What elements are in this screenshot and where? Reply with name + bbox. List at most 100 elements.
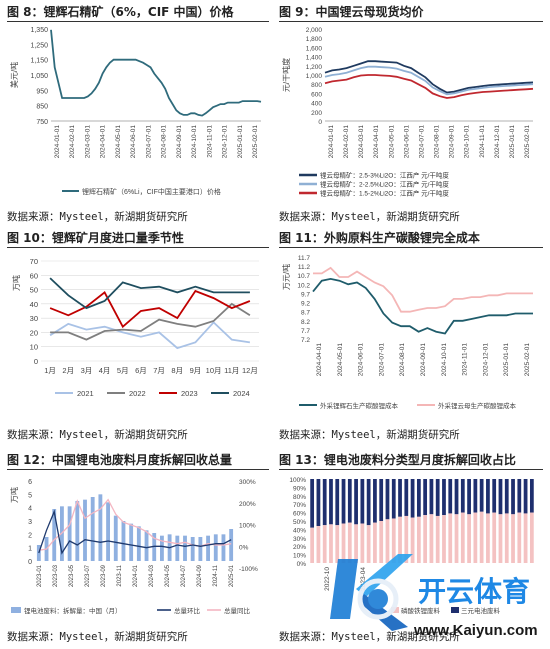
- fig12-xtick: 2024-11: [213, 564, 219, 586]
- fig12-y2tick: 200%: [239, 501, 256, 508]
- fig8-ytick: 1,150: [30, 58, 48, 65]
- fig11-series-line: [312, 277, 533, 335]
- fig9-ytick: 600: [311, 91, 322, 98]
- fig13-bar-bottom: [335, 525, 340, 563]
- fig13-ytick: 0%: [297, 561, 307, 568]
- fig13-bar-bottom: [341, 523, 346, 563]
- fig13-bar-top: [416, 479, 421, 517]
- fig8-ylabel: 美元/吨: [9, 62, 19, 88]
- fig11-xtick: 2025-02-01: [524, 343, 531, 377]
- fig8-ytick: 950: [36, 88, 48, 95]
- fig9-ytick: 1,200: [306, 64, 323, 71]
- fig13-xtick: 2022-10: [324, 567, 331, 591]
- fig12-bar: [183, 535, 187, 561]
- fig11-xtick: 2024-05-01: [337, 343, 344, 377]
- fig10-source: 数据来源：Mysteel，新湖期货研究所: [7, 429, 188, 441]
- fig12-xtick: 2025-01: [229, 564, 235, 587]
- fig12-legend-label: 总量同比: [224, 606, 251, 615]
- fig13-bar-top: [329, 479, 333, 525]
- fig12-bar: [67, 506, 72, 561]
- fig10-series-line: [49, 289, 251, 329]
- fig9-legend-label: 锂云母精矿：2-2.5%Li2O：江西产 元/干吨度: [320, 180, 449, 189]
- fig13-rule: [279, 469, 543, 470]
- fig13-bar-top: [473, 479, 478, 513]
- fig9-chart: 0 200 400 600 800 1,000 1,200 1,400 1,600 1,800 2,…: [281, 27, 534, 198]
- fig10-xtick: 7月: [153, 366, 165, 375]
- fig9-xtick: 2024-03-01: [358, 125, 365, 159]
- fig9-ytick: 200: [311, 110, 322, 117]
- fig12-ytick: 3: [28, 519, 32, 526]
- fig10-xtick: 4月: [99, 366, 111, 375]
- fig9-xtick: 2024-10-01: [464, 125, 471, 159]
- fig11-xtick: 2024-06-01: [358, 343, 365, 377]
- fig13-ytick: 20%: [293, 544, 306, 551]
- fig8-xtick: 2024-10-01: [191, 125, 198, 159]
- watermark-url: www.Kaiyun.com: [413, 622, 538, 639]
- fig13-bar-bottom: [404, 515, 409, 563]
- fig12-bar: [160, 535, 164, 561]
- fig9-series-line: [324, 65, 534, 96]
- fig10-series-line: [49, 277, 250, 310]
- fig12-ytick: 1: [28, 546, 32, 553]
- fig12-bar: [175, 535, 180, 561]
- fig13-bar-top: [467, 479, 471, 515]
- fig8-xtick: 2024-01-01: [54, 125, 61, 159]
- fig13-legend-label: 磷酸铁锂废料: [401, 606, 441, 615]
- fig11-ytick: 9.2: [301, 301, 310, 308]
- fig10-xtick: 3月: [81, 366, 93, 375]
- fig13-bar-bottom: [398, 516, 402, 563]
- fig10-rule: [7, 247, 269, 248]
- fig9-xtick: 2024-07-01: [418, 125, 425, 159]
- fig12-bar: [229, 529, 234, 561]
- fig13-bar-top: [310, 479, 315, 528]
- fig13-bar-top: [492, 479, 497, 513]
- fig13-bar-top: [517, 479, 522, 513]
- fig11-ytick: 8.2: [301, 319, 310, 326]
- fig13-bar-bottom: [379, 521, 384, 563]
- fig13-bar-top: [385, 479, 390, 520]
- fig9-xtick: 2024-04-01: [373, 125, 380, 159]
- fig12-y2tick: -100%: [239, 566, 258, 573]
- fig10-ytick: 20: [30, 328, 38, 337]
- fig9-ylabel: 元/干吨度: [281, 58, 291, 92]
- fig11-legend-label: 外采锂云母生产碳酸锂成本: [438, 401, 517, 410]
- fig13-bar-top: [316, 479, 321, 527]
- fig8-source: 数据来源：Mysteel，新湖期货研究所: [7, 211, 188, 223]
- fig13-ytick: 30%: [293, 536, 306, 543]
- panel-fig9: 图 9：中国锂云母现货均价 0 200 400 600 800 1,000 1,200 1,4…: [279, 3, 543, 225]
- fig9-ytick: 0: [318, 119, 322, 126]
- fig13-bar-bottom: [373, 522, 377, 563]
- fig12-ytick: 4: [28, 506, 32, 513]
- fig12-bar: [198, 537, 203, 561]
- fig10-ytick: 70: [30, 257, 38, 266]
- fig13-ytick: 50%: [293, 519, 306, 526]
- watermark-k-mark: [330, 554, 413, 631]
- fig9-ytick: 800: [311, 82, 322, 89]
- fig12-xtick: 2023-01: [37, 564, 43, 587]
- panel-fig11: 图 11：外购原料生产碳酸锂完全成本 7.2 7.7 8.2 8.7 9.2 9.7 10.…: [279, 229, 543, 441]
- fig11-ytick: 10.7: [297, 273, 310, 280]
- fig13-ytick: 40%: [293, 527, 306, 534]
- fig12-bar: [90, 497, 95, 561]
- fig8-xtick: 2024-04-01: [100, 125, 107, 159]
- fig11-legend-label: 外采锂辉石生产碳酸锂成本: [320, 401, 399, 410]
- fig10-xtick: 1月: [44, 366, 56, 375]
- fig12-legend-swatch: [11, 607, 21, 613]
- fig13-bar-bottom: [354, 524, 358, 563]
- fig10-chart: 0 10 20 30 40 50 60 70 万吨 1月 2月 3月 4月 5月 6月 7月 8月 9月 10月 11…: [11, 257, 259, 398]
- fig12-mom-line: [38, 509, 232, 555]
- fig13-bar-bottom: [429, 514, 434, 563]
- fig9-series-line: [324, 60, 534, 94]
- fig13-bar-top: [435, 479, 440, 516]
- fig8-ytick: 1,250: [30, 42, 48, 49]
- fig12-ytick: 2: [28, 532, 32, 539]
- fig10-ytick: 60: [30, 271, 38, 280]
- fig11-ytick: 11.2: [298, 264, 311, 271]
- fig13-bar-top: [347, 479, 352, 523]
- fig9-xtick: 2024-08-01: [434, 125, 441, 159]
- fig8-ytick: 1,350: [30, 27, 48, 34]
- fig11-ytick: 7.7: [301, 328, 310, 335]
- fig13-bar-bottom: [448, 513, 453, 563]
- fig8-xtick: 2024-09-01: [176, 125, 183, 159]
- fig13-bar-top: [373, 479, 377, 523]
